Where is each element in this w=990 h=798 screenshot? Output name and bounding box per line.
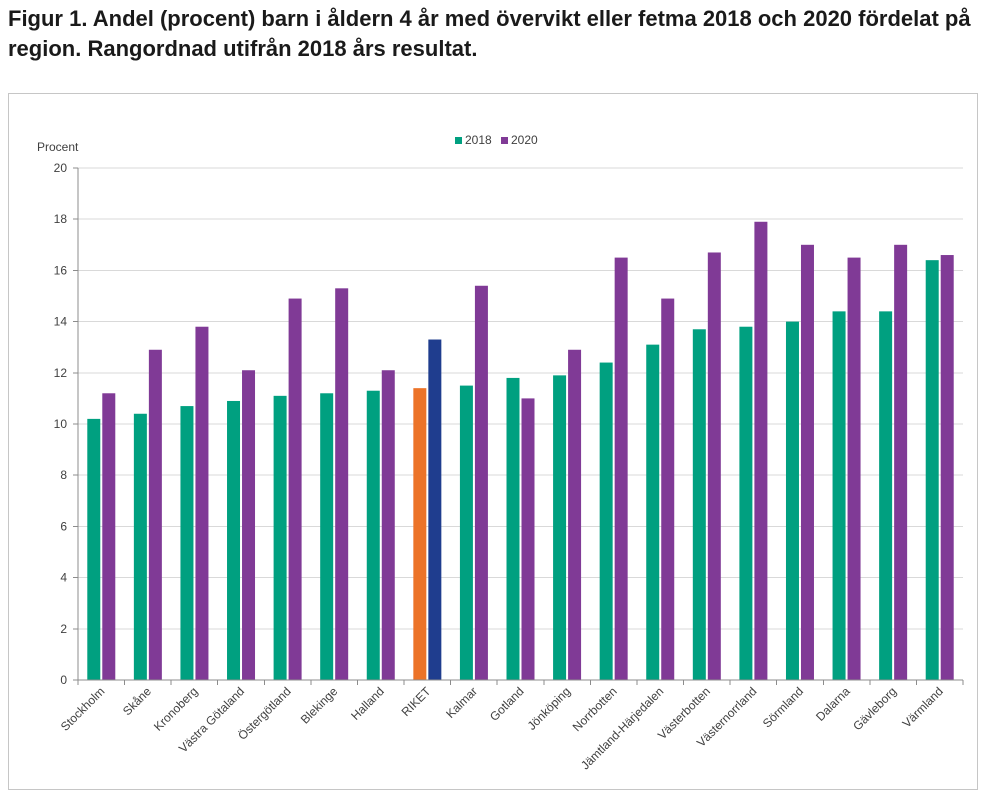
bar-2018-varmland: [925, 260, 939, 680]
bar-2018-skane: [133, 413, 147, 680]
bar-2018-blekinge: [320, 393, 334, 680]
bar-2018-riket: [413, 388, 427, 680]
figure-title: Figur 1. Andel (procent) barn i åldern 4…: [8, 6, 971, 61]
bar-2018-dalarna: [832, 311, 846, 680]
x-tick-label: Värmland: [900, 684, 946, 730]
x-tick-label: RIKET: [399, 684, 434, 719]
x-tick-label: Sörmland: [760, 684, 806, 730]
bar-2020-vastra-gotaland: [242, 370, 256, 680]
bar-2018-kalmar: [459, 385, 473, 680]
bar-2020-vasterbotten: [707, 252, 721, 681]
x-tick-label: Kronoberg: [151, 684, 201, 734]
x-tick-label: Dalarna: [813, 684, 853, 724]
legend: 2018 2020: [455, 133, 538, 147]
legend-label-2018: 2018: [465, 133, 492, 147]
bar-2020-riket: [428, 339, 442, 680]
bar-2018-sormland: [785, 321, 799, 680]
bar-2020-sormland: [800, 244, 814, 681]
bar-2020-stockholm: [102, 393, 116, 680]
x-tick-label: Kalmar: [443, 684, 480, 721]
bar-2020-halland: [381, 370, 395, 680]
y-tick-label: 18: [54, 212, 68, 226]
bar-2020-gotland: [521, 398, 535, 680]
bar-2020-kronoberg: [195, 326, 209, 680]
y-tick-label: 12: [54, 366, 68, 380]
bar-2018-gavleborg: [879, 311, 893, 680]
bar-2018-jamtland-harjedalen: [646, 344, 660, 680]
x-tick-label: Norrbotten: [570, 684, 620, 734]
legend-label-2020: 2020: [511, 133, 538, 147]
y-tick-label: 16: [54, 263, 68, 277]
bar-2018-halland: [366, 390, 380, 680]
bar-2018-vastra-gotaland: [227, 400, 241, 680]
y-tick-label: 0: [60, 673, 67, 687]
bar-2020-vasternorrland: [754, 221, 768, 680]
legend-swatch-2020: [501, 137, 508, 144]
bar-2020-norrbotten: [614, 257, 628, 680]
y-tick-label: 4: [60, 571, 67, 585]
y-tick-label: 10: [54, 417, 68, 431]
bar-2018-kronoberg: [180, 406, 194, 680]
bar-2018-vasterbotten: [692, 329, 706, 680]
bar-2020-dalarna: [847, 257, 861, 680]
x-tick-label: Blekinge: [298, 684, 341, 727]
bar-2020-gavleborg: [894, 244, 908, 681]
bar-2018-jonkoping: [553, 375, 567, 680]
bar-2020-blekinge: [335, 288, 349, 680]
x-tick-label: Jönköping: [525, 684, 574, 733]
gridlines: [78, 167, 963, 630]
y-axis-title: Procent: [37, 140, 79, 154]
y-tick-label: 14: [54, 315, 68, 329]
y-tick-label: 6: [60, 519, 67, 533]
x-tick-label: Stockholm: [58, 684, 108, 734]
bar-2018-ostergotland: [273, 395, 287, 680]
bar-2020-skane: [148, 349, 162, 680]
axes: [73, 167, 964, 685]
legend-item-2018: 2018: [455, 133, 492, 147]
y-tick-label: 2: [60, 622, 67, 636]
bar-2020-ostergotland: [288, 298, 302, 680]
x-tick-label: Halland: [348, 684, 387, 723]
x-tick-label: Gotland: [487, 684, 527, 724]
y-tick-label: 20: [54, 161, 68, 175]
bar-2018-vasternorrland: [739, 326, 753, 680]
legend-swatch-2018: [455, 137, 462, 144]
bar-2018-norrbotten: [599, 362, 613, 680]
chart-frame: 0 2 4 6 8 10 12 14 16 18 20 Stockholm Skåne Kronober…: [8, 93, 978, 790]
x-tick-label: Jämtland-Härjedalen: [578, 684, 666, 772]
bar-2018-gotland: [506, 377, 520, 680]
y-tick-label: 8: [60, 468, 67, 482]
bar-2020-kalmar: [474, 285, 488, 680]
y-tick-labels: 0 2 4 6 8 10 12 14 16 18 20: [54, 161, 68, 687]
x-tick-label: Skåne: [120, 684, 154, 718]
legend-item-2020: 2020: [501, 133, 538, 147]
bar-2020-varmland: [940, 255, 954, 681]
bars: [87, 221, 954, 681]
x-tick-label: Gävleborg: [850, 684, 899, 733]
bar-chart: 0 2 4 6 8 10 12 14 16 18 20 Stockholm SkåneKronober…: [37, 133, 964, 773]
bar-2018-stockholm: [87, 418, 101, 680]
bar-2020-jonkoping: [568, 349, 582, 680]
bar-2020-jamtland-harjedalen: [661, 298, 675, 680]
